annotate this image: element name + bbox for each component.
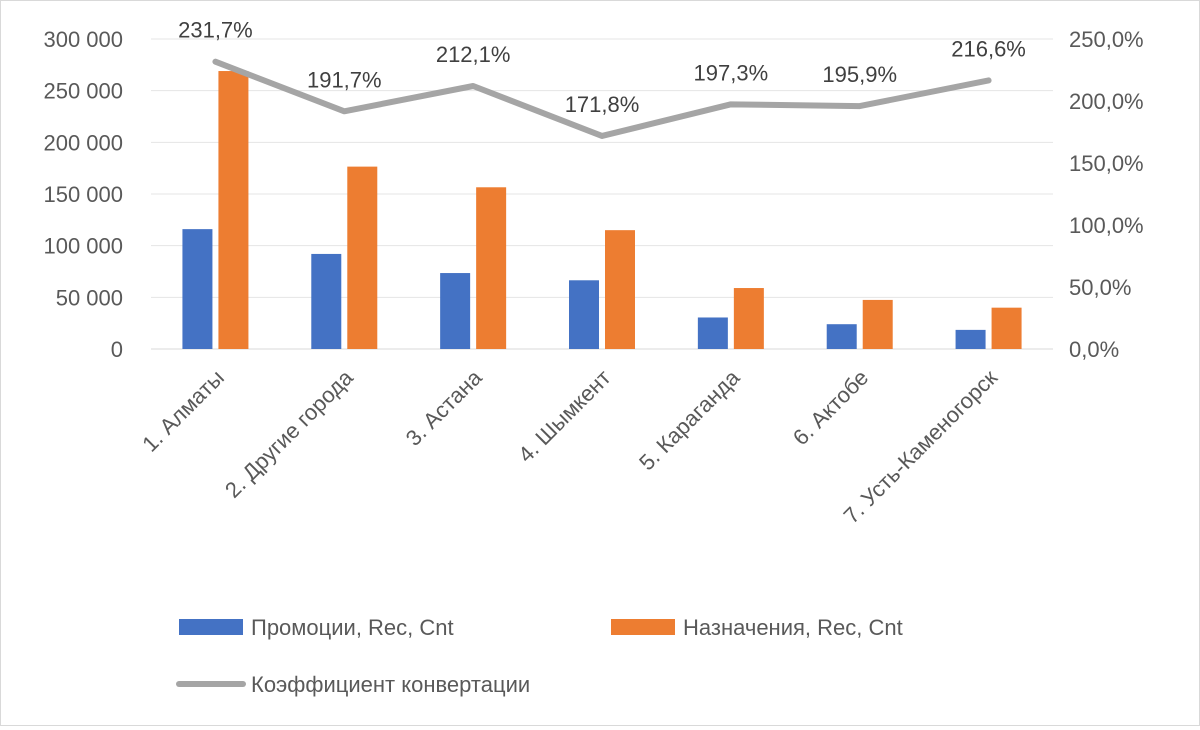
- y-left-tick-label: 100 000: [43, 234, 123, 259]
- legend-conversion-label: Коэффициент конвертации: [251, 672, 530, 697]
- conversion-data-label: 212,1%: [436, 42, 511, 67]
- bar-promotions: [182, 229, 213, 349]
- conversion-line: [212, 58, 992, 139]
- bar-assignments: [476, 187, 507, 349]
- y-right-tick-label: 50,0%: [1069, 275, 1131, 300]
- bar-promotions: [440, 273, 471, 349]
- bar-assignments: [605, 230, 635, 349]
- y-right-tick-label: 250,0%: [1069, 27, 1144, 52]
- x-category-label: 6. Актобе: [788, 365, 873, 450]
- y-right-tick-label: 100,0%: [1069, 213, 1144, 238]
- x-category-label: 2. Другие города: [220, 364, 358, 502]
- conversion-data-label: 216,6%: [951, 36, 1026, 61]
- legend-promotions-label: Промоции, Rec, Cnt: [251, 615, 454, 640]
- y-left-tick-label: 150 000: [43, 182, 123, 207]
- y-right-tick-label: 0,0%: [1069, 337, 1119, 362]
- conversion-data-label: 195,9%: [822, 62, 897, 87]
- y-left-tick-label: 50 000: [56, 285, 123, 310]
- bar-promotions: [569, 280, 599, 349]
- bar-assignments: [218, 71, 249, 350]
- legend-assignments-swatch: [611, 619, 675, 635]
- bar-assignments: [862, 299, 893, 349]
- y-right-tick-label: 150,0%: [1069, 151, 1144, 176]
- x-category-label: 4. Шымкент: [513, 365, 615, 467]
- y-left-tick-label: 200 000: [43, 130, 123, 155]
- conversion-data-label: 171,8%: [565, 92, 640, 117]
- bar-assignments: [347, 166, 378, 349]
- conversion-data-label: 231,7%: [178, 18, 253, 43]
- bar-promotions: [955, 329, 986, 349]
- bar-promotions: [826, 324, 857, 349]
- legend-assignments-label: Назначения, Rec, Cnt: [683, 615, 903, 640]
- legend-promotions-swatch: [179, 619, 243, 635]
- bar-assignments: [991, 307, 1022, 349]
- y-left-tick-label: 0: [111, 337, 123, 362]
- x-category-label: 1. Алматы: [137, 365, 229, 457]
- conversion-data-label: 197,3%: [694, 60, 769, 85]
- x-category-label: 5. Караганда: [634, 364, 745, 475]
- bar-promotions: [697, 317, 728, 349]
- bar-assignments: [733, 288, 764, 349]
- y-left-tick-label: 300 000: [43, 27, 123, 52]
- y-right-tick-label: 200,0%: [1069, 89, 1144, 114]
- bar-promotions: [311, 253, 342, 349]
- y-left-tick-label: 250 000: [43, 79, 123, 104]
- conversion-data-label: 191,7%: [307, 67, 382, 92]
- x-category-label: 3. Астана: [401, 364, 488, 451]
